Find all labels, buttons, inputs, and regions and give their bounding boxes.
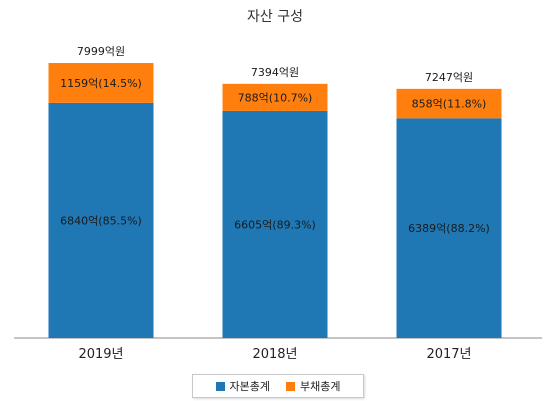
bar-segment-2019년-자본총계	[48, 102, 154, 338]
data-label-2019년-부채총계: 1159억(14.5%)	[60, 77, 142, 90]
category-label-2017년: 2017년	[426, 347, 471, 362]
legend-item-equity: 자본총계	[215, 378, 270, 394]
legend-label-liabilities: 부채총계	[300, 380, 341, 393]
bar-segment-2018년-자본총계	[222, 110, 328, 338]
bar-segment-2017년-자본총계	[396, 118, 502, 338]
total-label-2019년: 7999억원	[77, 45, 125, 58]
bar-segment-2019년-부채총계	[48, 63, 154, 103]
legend-swatch-liabilities	[286, 381, 295, 391]
chart-title: 자산 구성	[247, 9, 303, 25]
legend: 자본총계 부채총계	[192, 374, 364, 398]
legend-item-liabilities: 부채총계	[286, 378, 340, 394]
data-label-2019년-자본총계: 6840억(85.5%)	[60, 214, 142, 227]
data-label-2017년-부채총계: 858억(11.8%)	[412, 98, 487, 111]
category-label-2018년: 2018년	[252, 347, 297, 362]
data-label-2018년-부채총계: 788억(10.7%)	[238, 91, 313, 104]
total-label-2017년: 7247억원	[425, 71, 473, 84]
data-label-2017년-자본총계: 6389억(88.2%)	[408, 222, 490, 235]
legend-swatch-equity	[215, 381, 225, 391]
category-label-2019년: 2019년	[78, 347, 123, 362]
total-label-2018년: 7394억원	[251, 66, 299, 79]
bar-segment-2018년-부채총계	[222, 83, 328, 111]
bar-segment-2017년-부채총계	[396, 88, 502, 119]
legend-label-equity: 자본총계	[229, 380, 270, 393]
data-label-2018년-자본총계: 6605억(89.3%)	[234, 218, 316, 231]
